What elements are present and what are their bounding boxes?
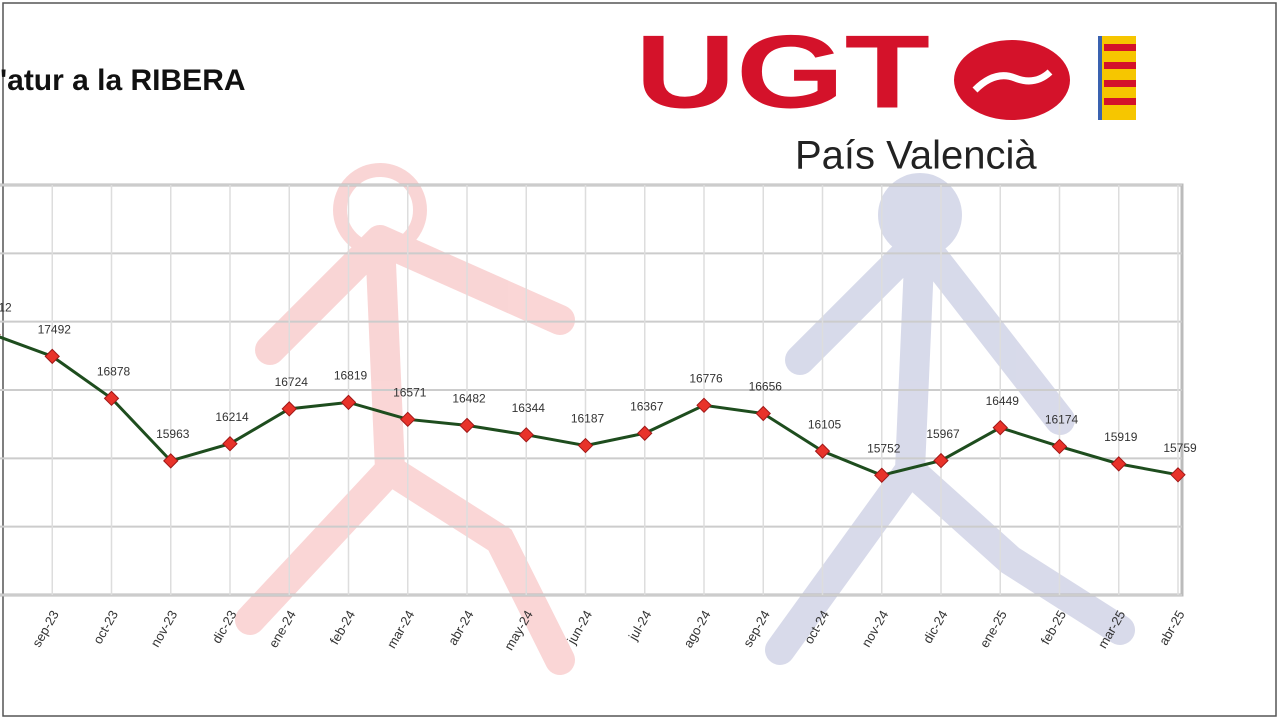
data-label: 15967 (926, 427, 960, 441)
data-label: 16187 (571, 412, 605, 426)
data-label: 16656 (749, 380, 783, 394)
marker (340, 394, 357, 411)
grid (0, 184, 1182, 596)
marker (874, 467, 890, 483)
marker (518, 427, 534, 443)
data-label: 16776 (689, 371, 723, 385)
data-label: 15919 (1104, 430, 1138, 444)
data-label: 16571 (393, 385, 427, 399)
data-label: 16344 (512, 401, 546, 415)
marker (163, 453, 179, 469)
logo: UGT País Valencià (635, 14, 1136, 178)
chart-title: 'atur a la RIBERA (0, 64, 246, 97)
logo-text: UGT (635, 14, 930, 130)
marker (459, 417, 475, 434)
marker (992, 419, 1008, 436)
marker (637, 425, 653, 441)
marker (577, 437, 594, 454)
data-label: 15752 (867, 441, 901, 455)
data-label: 15963 (156, 427, 190, 441)
data-label: 16174 (1045, 413, 1079, 427)
data-label: 16482 (452, 392, 486, 406)
data-label: 16724 (275, 375, 309, 389)
data-label: 17492 (38, 323, 72, 337)
data-label: 16367 (630, 399, 664, 413)
marker (103, 390, 120, 407)
data-label: 16214 (215, 410, 249, 424)
marker (281, 401, 297, 417)
data-label: 16105 (808, 417, 842, 431)
marker (222, 436, 238, 452)
data-label: 16819 (334, 369, 368, 383)
data-label: 17812 (0, 301, 12, 315)
data-label: 15759 (1163, 441, 1197, 455)
data-label: 16449 (986, 394, 1020, 408)
marker (44, 348, 60, 365)
marker (400, 411, 416, 428)
marker (1170, 467, 1186, 483)
marker (1051, 438, 1068, 455)
marker (755, 405, 771, 422)
marker (814, 443, 831, 459)
flag-stripes (1104, 44, 1136, 105)
logo-subtitle: País Valencià (795, 134, 1037, 178)
data-label: 16878 (97, 365, 131, 379)
logo-hands (972, 69, 1053, 93)
marker (1111, 456, 1127, 472)
marker (696, 397, 712, 414)
marker (933, 452, 949, 469)
flag-edge (1098, 36, 1102, 120)
